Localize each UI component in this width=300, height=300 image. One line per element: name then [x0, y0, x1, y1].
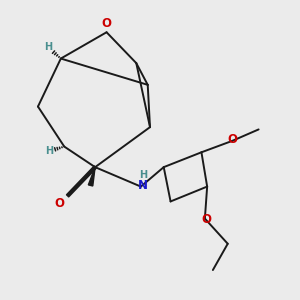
- Text: O: O: [102, 16, 112, 30]
- Polygon shape: [88, 167, 95, 186]
- Text: O: O: [227, 133, 237, 146]
- Text: H: H: [45, 146, 53, 156]
- Text: H: H: [44, 42, 52, 52]
- Text: N: N: [138, 179, 148, 192]
- Text: H: H: [139, 170, 147, 180]
- Text: O: O: [55, 197, 65, 210]
- Text: O: O: [201, 213, 211, 226]
